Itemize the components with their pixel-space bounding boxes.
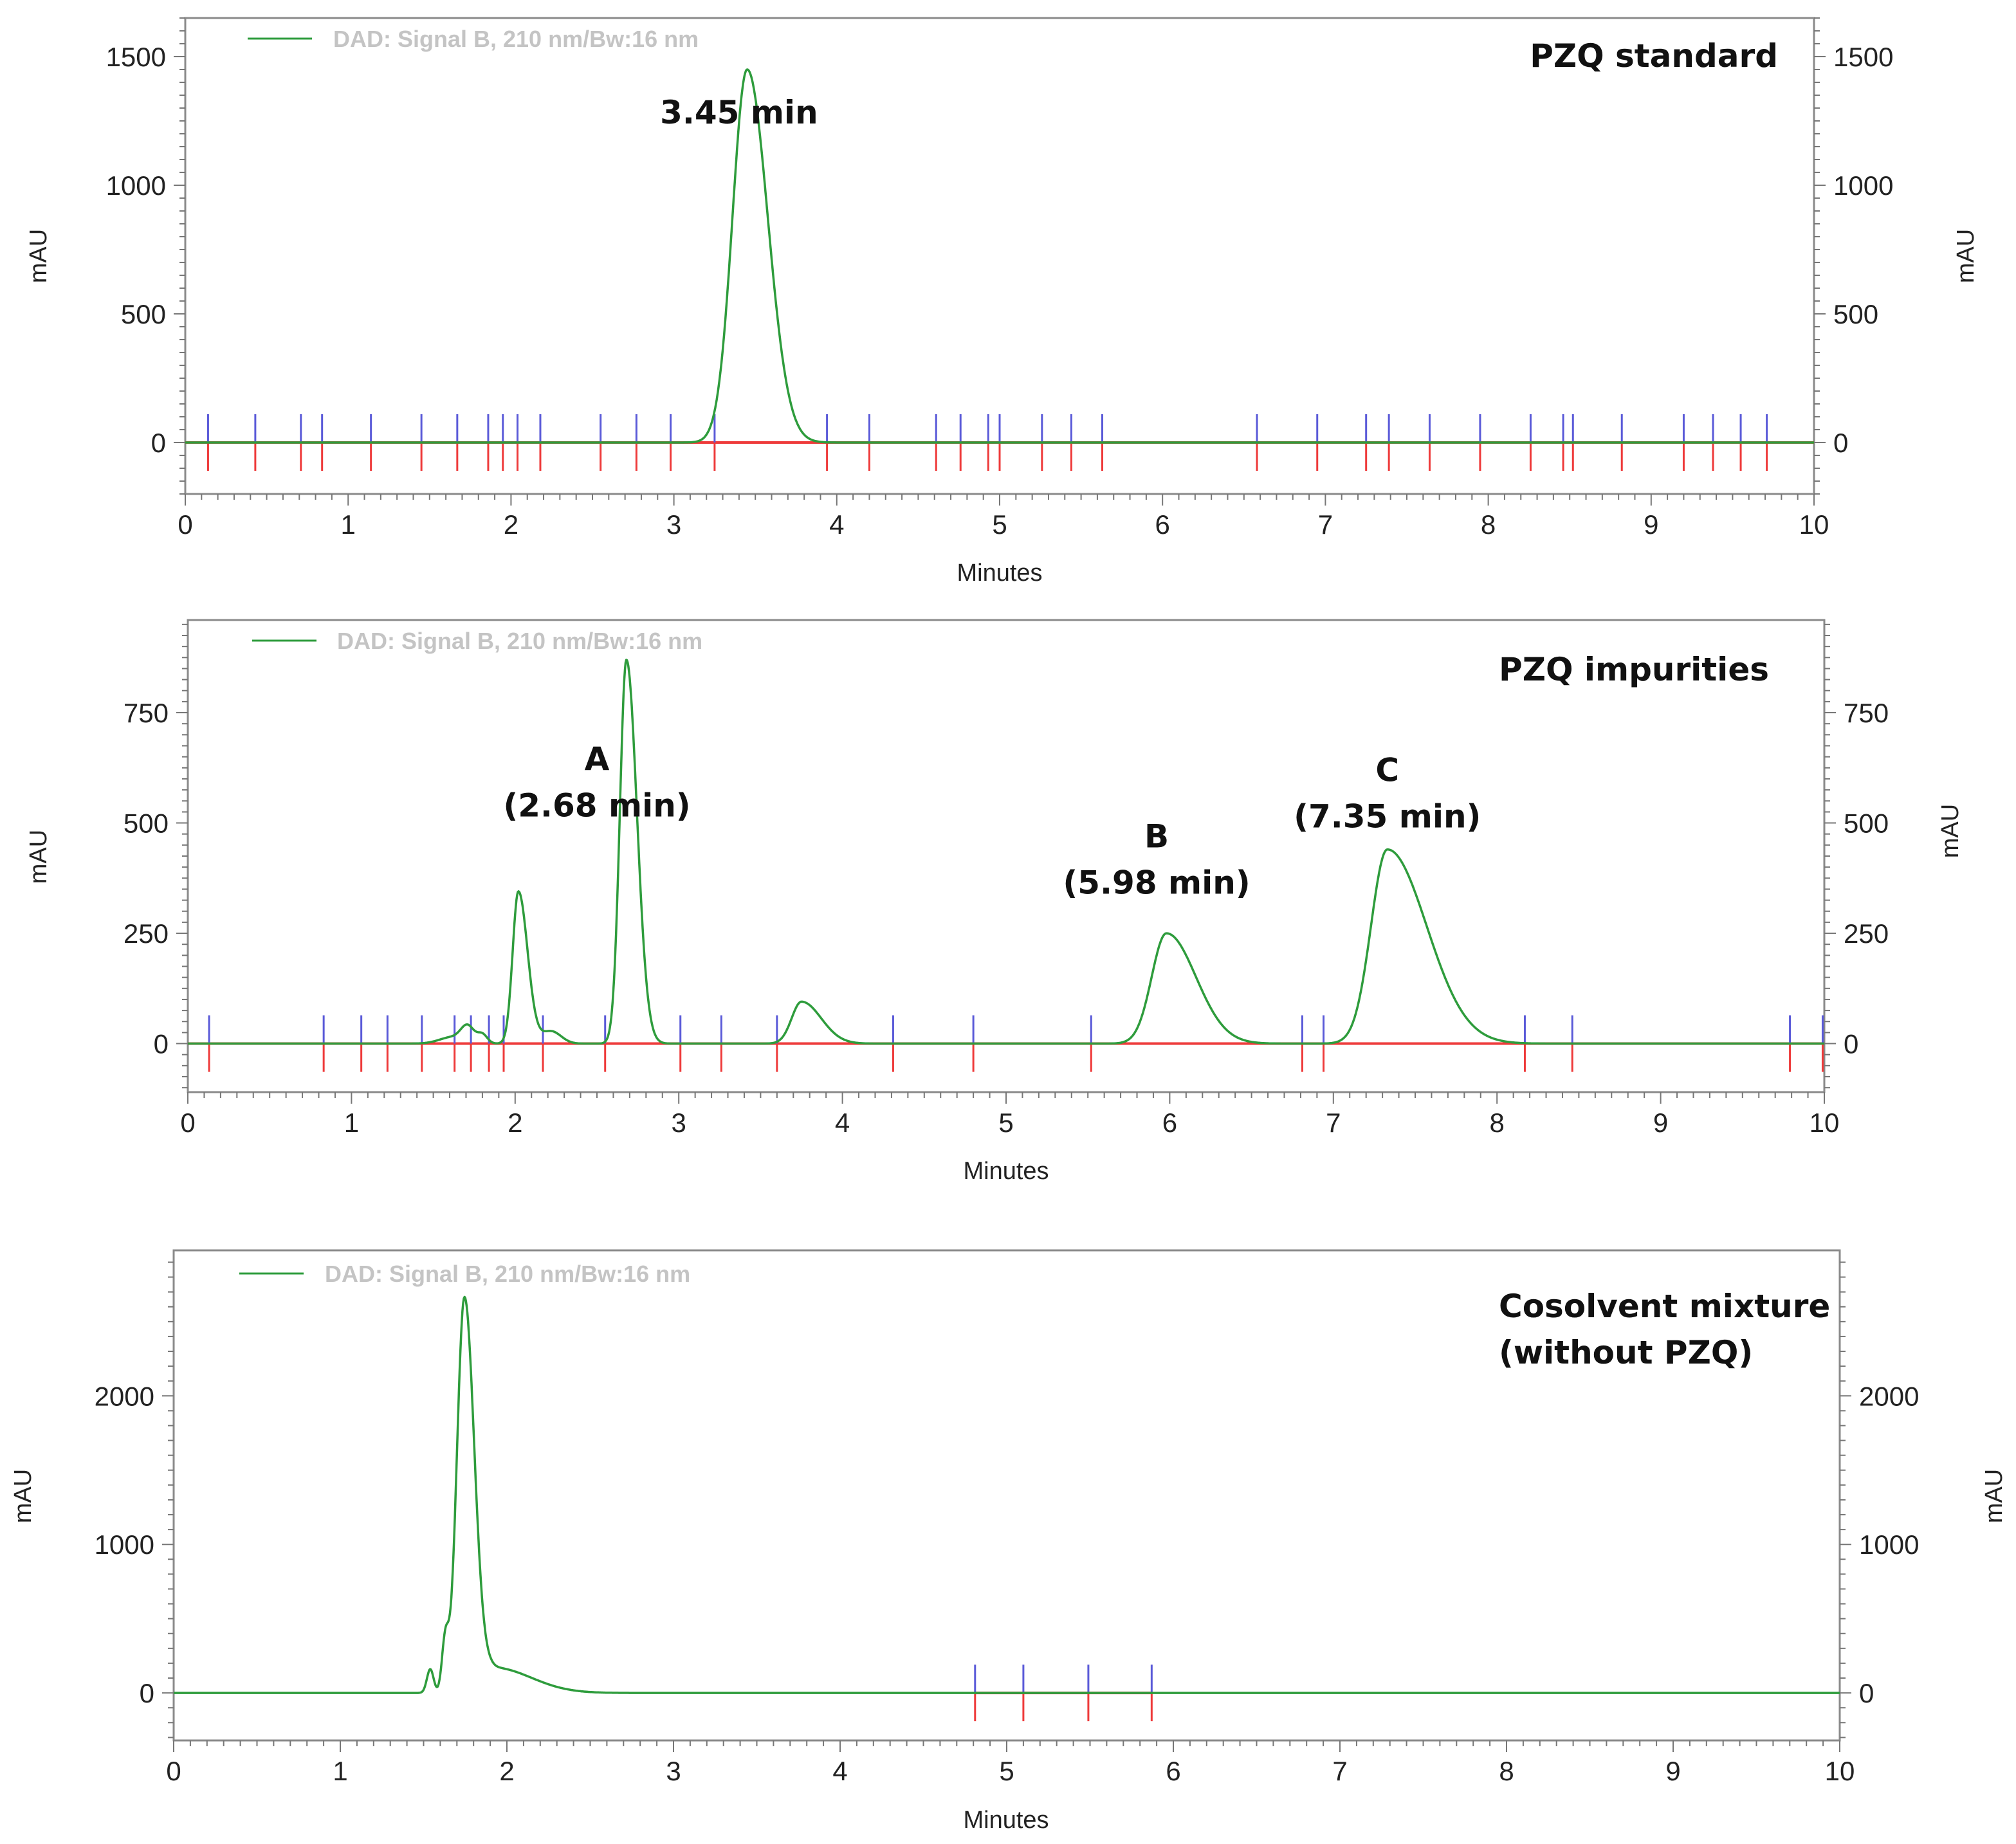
y-tick-label-right: 0: [1844, 1029, 1858, 1059]
y-axis-label-left: mAU: [25, 830, 52, 884]
y-tick-label-right: 500: [1833, 299, 1878, 329]
x-tick-label: 6: [1166, 1756, 1180, 1786]
x-tick-label: 9: [1665, 1756, 1680, 1786]
x-tick-label: 10: [1825, 1756, 1855, 1786]
signal-trace: [173, 1295, 1840, 1694]
y-tick-label-right: 1000: [1833, 170, 1893, 201]
y-axis-label-right: mAU: [1981, 1469, 2008, 1523]
x-tick-label: 5: [999, 1756, 1014, 1786]
x-tick-label: 8: [1481, 509, 1496, 540]
x-tick-label: 2: [499, 1756, 514, 1786]
y-tick-label-left: 0: [140, 1678, 154, 1708]
panel-subtitle: (without PZQ): [1499, 1334, 1753, 1371]
y-axis-label-left: mAU: [10, 1469, 37, 1523]
x-tick-label: 8: [1490, 1108, 1505, 1138]
signal-trace: [187, 659, 1825, 1045]
x-tick-label: 7: [1318, 509, 1333, 540]
y-tick-label-right: 0: [1859, 1678, 1874, 1708]
y-tick-label-left: 500: [124, 808, 169, 839]
y-axis-label-right: mAU: [1937, 804, 1964, 858]
x-tick-label: 10: [1799, 509, 1829, 540]
x-axis-label: Minutes: [957, 560, 1042, 587]
trace-layer: [185, 68, 1815, 444]
annotations: A (2.68 min) B (5.98 min) C (7.35 min): [503, 740, 1481, 901]
x-tick-label: 5: [998, 1108, 1013, 1138]
y-tick-label-left: 0: [151, 428, 166, 458]
x-axis-label: Minutes: [963, 1158, 1049, 1185]
x-tick-label: 6: [1162, 1108, 1177, 1138]
x-tick-label: 4: [832, 1756, 847, 1786]
x-axis-label: Minutes: [963, 1807, 1049, 1834]
x-tick-label: 5: [992, 509, 1007, 540]
signal-trace: [185, 68, 1815, 444]
x-tick-label: 7: [1326, 1108, 1341, 1138]
x-tick-label: 0: [180, 1108, 195, 1138]
panel-title: PZQ impurities: [1499, 651, 1769, 688]
x-tick-label: 4: [829, 509, 844, 540]
peak-annotation: (5.98 min): [1063, 864, 1250, 901]
y-tick-label-left: 1500: [106, 42, 166, 72]
legend-text: DAD: Signal B, 210 nm/Bw:16 nm: [333, 26, 699, 52]
trace-layer: [173, 1295, 1840, 1694]
plot-frame: [187, 619, 1826, 1093]
x-tick-label: 8: [1499, 1756, 1514, 1786]
x-tick-label: 1: [341, 509, 356, 540]
y-tick-label-left: 250: [124, 918, 169, 949]
x-tick-label: 1: [344, 1108, 359, 1138]
legend-text: DAD: Signal B, 210 nm/Bw:16 nm: [325, 1261, 690, 1287]
y-tick-label-left: 750: [124, 698, 169, 728]
peak-annotation: (2.68 min): [503, 787, 690, 824]
y-tick-label-right: 250: [1844, 918, 1889, 949]
x-tick-label: 0: [166, 1756, 181, 1786]
panel-pzq-impurities: 0 1 2 3 4 5 6 7 8 9 10 0 0 250 250 500 500 750 750 DAD: Si…: [25, 619, 1964, 1185]
peak-annotation: 3.45 min: [660, 94, 818, 131]
x-tick-label: 4: [835, 1108, 850, 1138]
x-tick-label: 3: [666, 1756, 681, 1786]
x-tick-label: 2: [508, 1108, 522, 1138]
y-tick-label-left: 0: [154, 1029, 169, 1059]
y-tick-label-right: 1500: [1833, 42, 1893, 72]
annotations: 3.45 min: [660, 94, 818, 131]
x-tick-label: 1: [333, 1756, 347, 1786]
x-tick-label: 6: [1155, 509, 1170, 540]
y-tick-label-right: 750: [1844, 698, 1889, 728]
y-tick-label-left: 1000: [95, 1529, 154, 1560]
peak-annotation: A: [585, 740, 610, 778]
panel-title: Cosolvent mixture: [1499, 1288, 1830, 1325]
x-tick-label: 9: [1653, 1108, 1668, 1138]
y-axis-label-left: mAU: [25, 229, 52, 283]
trace-layer: [187, 659, 1825, 1045]
panel-title: PZQ standard: [1530, 37, 1778, 75]
x-tick-label: 3: [666, 509, 681, 540]
x-tick-label: 3: [672, 1108, 686, 1138]
x-tick-label: 2: [504, 509, 518, 540]
y-tick-label-left: 500: [121, 299, 166, 329]
x-tick-label: 10: [1810, 1108, 1840, 1138]
x-tick-label: 9: [1644, 509, 1658, 540]
x-tick-label: 0: [178, 509, 192, 540]
y-tick-label-left: 2000: [95, 1381, 154, 1411]
legend-text: DAD: Signal B, 210 nm/Bw:16 nm: [337, 628, 702, 654]
peak-annotation: C: [1375, 751, 1399, 789]
y-tick-label-right: 2000: [1859, 1381, 1919, 1411]
y-tick-label-left: 1000: [106, 170, 166, 201]
peak-annotation: (7.35 min): [1294, 798, 1481, 835]
y-tick-label-right: 0: [1833, 428, 1848, 458]
y-axis-label-right: mAU: [1952, 229, 1979, 283]
peak-annotation: B: [1144, 817, 1169, 855]
axes-layer: 0 1 2 3 4 5 6 7 8 9 10 0 0 250 250 500 500 750 750: [124, 619, 1889, 1138]
y-tick-label-right: 1000: [1859, 1529, 1919, 1560]
y-tick-label-right: 500: [1844, 808, 1889, 839]
x-tick-label: 7: [1332, 1756, 1347, 1786]
